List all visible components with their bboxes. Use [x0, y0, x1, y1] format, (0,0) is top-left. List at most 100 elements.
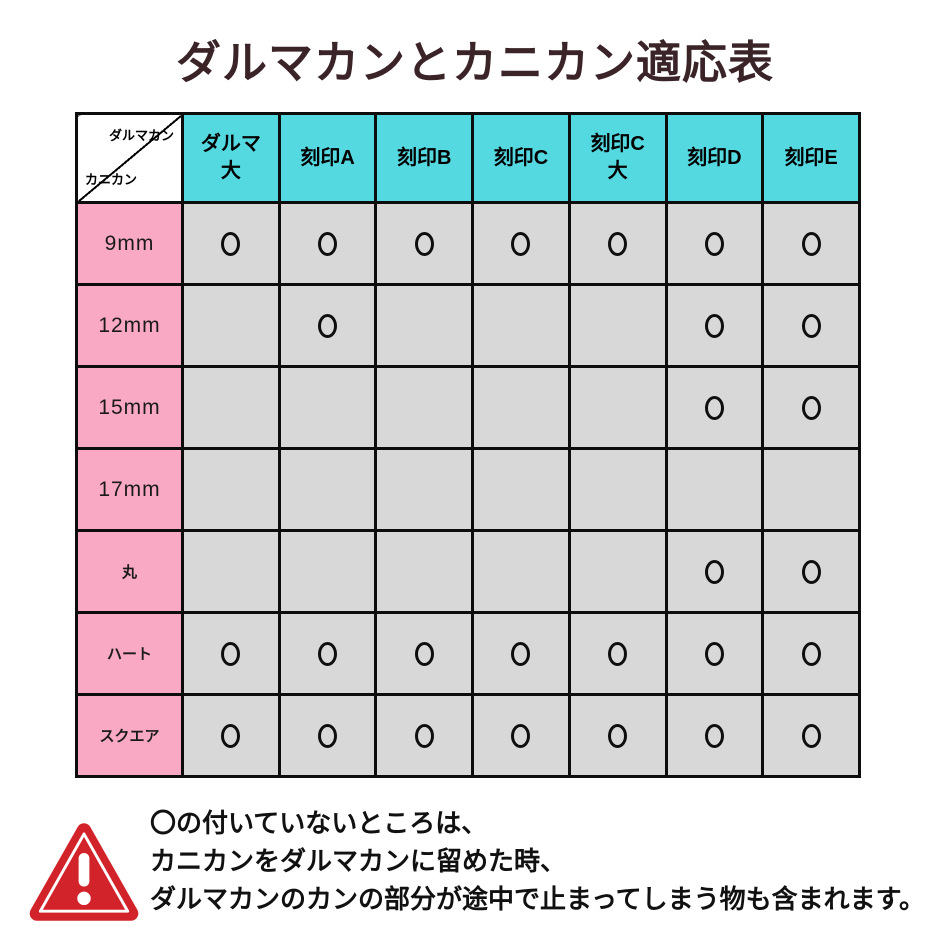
- empty-cell: [181, 283, 281, 368]
- table-row-丸: 丸: [75, 529, 861, 614]
- compatible-cell: [181, 693, 281, 778]
- warning-triangle-icon: [29, 823, 139, 921]
- compatible-cell: [664, 529, 765, 614]
- circle-mark: [801, 641, 821, 666]
- row-header-15mm: 15mm: [75, 365, 184, 450]
- circle-mark: [801, 559, 821, 584]
- footnote-section: 〇の付いていないところは、 カニカンをダルマカンに留めた時、 ダルマカンのカンの…: [26, 804, 946, 921]
- circle-mark: [318, 231, 338, 256]
- circle-mark: [704, 313, 724, 338]
- circle-mark: [801, 395, 821, 420]
- circle-mark: [801, 231, 821, 256]
- compatible-cell: [567, 693, 668, 778]
- column-header-4: 刻印C: [471, 112, 571, 204]
- empty-cell: [181, 365, 281, 450]
- circle-mark: [511, 641, 531, 666]
- compatible-cell: [761, 201, 861, 286]
- circle-mark: [414, 723, 434, 748]
- compatible-cell: [471, 611, 571, 696]
- empty-cell: [567, 365, 668, 450]
- row-header-9mm: 9mm: [75, 201, 184, 286]
- empty-cell: [567, 447, 668, 532]
- compatible-cell: [374, 611, 475, 696]
- circle-mark: [414, 641, 434, 666]
- circle-mark: [704, 231, 724, 256]
- empty-cell: [277, 365, 378, 450]
- empty-cell: [374, 283, 475, 368]
- circle-mark: [704, 723, 724, 748]
- circle-mark: [318, 313, 338, 338]
- column-header-1: ダルマ大: [181, 112, 281, 204]
- empty-cell: [567, 283, 668, 368]
- compatible-cell: [664, 283, 765, 368]
- compatible-cell: [761, 283, 861, 368]
- empty-cell: [761, 447, 861, 532]
- column-header-2: 刻印A: [277, 112, 378, 204]
- corner-label-kanikan: カニカン: [85, 172, 138, 188]
- row-header-12mm: 12mm: [75, 283, 184, 368]
- footnote-line: ダルマカンのカンの部分が途中で止まってしまう物も含まれます。: [150, 884, 926, 914]
- column-header-6: 刻印D: [664, 112, 765, 204]
- compatible-cell: [181, 611, 281, 696]
- empty-cell: [181, 447, 281, 532]
- table-row-9mm: 9mm: [75, 201, 861, 286]
- compatible-cell: [664, 201, 765, 286]
- circle-mark: [414, 231, 434, 256]
- compatible-cell: [567, 611, 668, 696]
- circle-mark: [608, 231, 628, 256]
- footnote-text: 〇の付いていないところは、 カニカンをダルマカンに留めた時、 ダルマカンのカンの…: [150, 804, 946, 918]
- circle-mark: [801, 313, 821, 338]
- empty-cell: [471, 529, 571, 614]
- row-header-17mm: 17mm: [75, 447, 184, 532]
- compatible-cell: [761, 365, 861, 450]
- circle-mark: [221, 723, 241, 748]
- circle-mark: [608, 723, 628, 748]
- table-row-15mm: 15mm: [75, 365, 861, 450]
- compatible-cell: [277, 201, 378, 286]
- circle-mark: [608, 641, 628, 666]
- circle-mark: [704, 641, 724, 666]
- circle-mark: [801, 723, 821, 748]
- empty-cell: [471, 447, 571, 532]
- circle-mark: [704, 395, 724, 420]
- empty-cell: [374, 365, 475, 450]
- compatible-cell: [761, 611, 861, 696]
- compatible-cell: [277, 693, 378, 778]
- column-header-7: 刻印E: [761, 112, 861, 204]
- circle-mark: [511, 231, 531, 256]
- empty-cell: [374, 447, 475, 532]
- corner-cell: ダルマカン カニカン: [75, 112, 184, 204]
- page-title: ダルマカンとカニカン適応表: [175, 37, 774, 88]
- compatible-cell: [761, 529, 861, 614]
- footnote-line: 〇の付いていないところは、: [150, 808, 488, 838]
- row-header-丸: 丸: [75, 529, 184, 614]
- circle-mark: [704, 559, 724, 584]
- table-row-ハート: ハート: [75, 611, 861, 696]
- table-row-スクエア: スクエア: [75, 693, 861, 778]
- circle-mark: [221, 641, 241, 666]
- row-header-スクエア: スクエア: [75, 693, 184, 778]
- circle-mark: [318, 723, 338, 748]
- empty-cell: [471, 283, 571, 368]
- circle-mark: [221, 231, 241, 256]
- empty-cell: [277, 529, 378, 614]
- compatible-cell: [664, 693, 765, 778]
- compatible-cell: [374, 201, 475, 286]
- circle-mark: [318, 641, 338, 666]
- row-header-ハート: ハート: [75, 611, 184, 696]
- table-body: 9mm 12mm 15mm 17mm 丸ハート スクエア: [75, 201, 861, 778]
- compatible-cell: [277, 611, 378, 696]
- compatible-cell: [471, 693, 571, 778]
- footnote-line: カニカンをダルマカンに留めた時、: [150, 846, 567, 876]
- empty-cell: [471, 365, 571, 450]
- compatibility-table: ダルマカン カニカン ダルマ大刻印A 刻印B 刻印C 刻印C 大刻印D 刻印E 9mm 12…: [75, 112, 861, 778]
- compatible-cell: [374, 693, 475, 778]
- compatible-cell: [761, 693, 861, 778]
- empty-cell: [181, 529, 281, 614]
- corner-label-darumakan: ダルマカン: [108, 128, 174, 143]
- compatibility-table-grid: ダルマカン カニカン ダルマ大刻印A 刻印B 刻印C 刻印C 大刻印D 刻印E 9mm 12…: [75, 112, 861, 778]
- empty-cell: [567, 529, 668, 614]
- empty-cell: [664, 447, 765, 532]
- table-row-17mm: 17mm: [75, 447, 861, 532]
- compatible-cell: [471, 201, 571, 286]
